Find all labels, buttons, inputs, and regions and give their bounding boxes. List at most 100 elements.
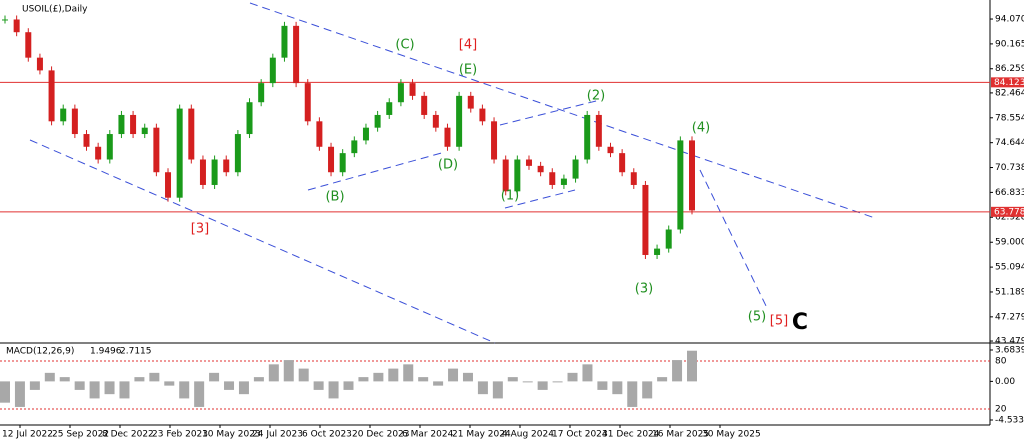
candle: [246, 102, 253, 135]
candle: [560, 178, 567, 185]
candle: [456, 95, 463, 147]
candle: [630, 172, 637, 185]
x-tick-label: 6 Oct 2023: [302, 430, 352, 440]
candle: [595, 114, 602, 147]
candle: [48, 70, 55, 122]
wave-label: [4]: [459, 38, 477, 53]
candle: [607, 146, 614, 154]
y-tick-label: 47.279: [995, 312, 1024, 322]
candle: [584, 114, 591, 160]
macd-bar: [253, 377, 264, 382]
candle: [409, 83, 416, 96]
wave-label: (C): [395, 38, 414, 53]
macd-bar: [119, 381, 130, 399]
candle: [141, 127, 148, 135]
x-tick-label: 20 Dec 2023: [352, 430, 410, 440]
wave-label: (D): [438, 158, 458, 173]
y-tick-label: 74.644: [995, 138, 1024, 148]
macd-bar: [328, 381, 339, 399]
wave-label: (3): [635, 282, 653, 297]
macd-bar: [74, 381, 85, 390]
x-tick-label: 25 Sep 2022: [52, 430, 109, 440]
candle: [421, 95, 428, 115]
candle: [525, 159, 532, 166]
macd-bar: [343, 381, 354, 390]
candle: [36, 57, 43, 71]
candle: [467, 95, 474, 109]
candle: [258, 83, 265, 103]
y-tick-label: 51.189: [995, 287, 1024, 297]
chart-title: USOIL(£),Daily: [22, 5, 88, 15]
macd-bar: [433, 381, 444, 386]
x-tick-label: 10 May 2023: [202, 430, 261, 440]
wave-label: (B): [325, 190, 344, 205]
macd-bar: [642, 381, 653, 399]
wave-label: [3]: [191, 222, 209, 237]
level-badge: [991, 206, 1024, 217]
y-tick-label: 90.165: [995, 39, 1024, 49]
candle: [13, 19, 20, 33]
candle: [351, 140, 358, 154]
x-tick-label: 4 Aug 2024: [502, 430, 554, 440]
y-tick-label: 70.738: [995, 163, 1024, 173]
wave-label: C: [792, 310, 808, 335]
macd-tick-label: 0.00: [995, 377, 1015, 387]
trend-line: [499, 99, 601, 126]
macd-level-label: 20: [995, 405, 1007, 415]
macd-bar: [582, 364, 593, 382]
candle: [665, 229, 672, 249]
level-badge: [991, 77, 1024, 88]
x-tick-label: 30 May 2025: [702, 430, 761, 440]
candle: [118, 114, 125, 135]
candle: [188, 108, 195, 160]
x-tick-label: 16 Mar 2025: [652, 430, 709, 440]
wave-label: (2): [587, 89, 605, 104]
trend-line: [249, 2, 876, 219]
x-tick-label: 6 Mar 2024: [402, 430, 454, 440]
macd-bar: [358, 377, 369, 382]
macd-bar: [477, 381, 488, 395]
y-tick-label: 66.833: [995, 188, 1024, 198]
candle: [572, 159, 579, 179]
candle: [619, 153, 626, 173]
candle: [234, 134, 241, 173]
y-tick-label: 82.464: [995, 88, 1024, 98]
candle: [223, 159, 230, 173]
macd-bar: [507, 377, 518, 382]
macd-bar: [492, 381, 503, 399]
macd-level-label: 80: [995, 357, 1007, 367]
wave-label: (5): [748, 310, 766, 325]
candle: [397, 83, 404, 103]
macd-bar: [597, 381, 608, 390]
candle: [153, 127, 160, 173]
y-tick-label: 59.000: [995, 238, 1024, 248]
candle: [269, 57, 276, 84]
candle: [130, 114, 137, 135]
candle: [514, 159, 521, 192]
wave-label: (E): [459, 63, 477, 78]
candle: [479, 108, 486, 122]
macd-bar: [567, 372, 578, 382]
macd-bar: [522, 381, 533, 383]
candle: [502, 159, 509, 192]
candle: [549, 172, 556, 185]
macd-main: 1.9496: [90, 347, 122, 357]
macd-bar: [657, 377, 668, 382]
x-tick-label: 8 Dec 2022: [102, 430, 154, 440]
candle: [537, 165, 544, 173]
macd-bar: [194, 381, 205, 407]
trend-line: [29, 139, 496, 344]
y-tick-label: 43.479: [995, 337, 1024, 347]
candle: [677, 140, 684, 230]
y-tick-label: 78.554: [995, 113, 1024, 123]
macd-bar: [418, 377, 429, 382]
macd-bar: [179, 381, 190, 399]
candle: [432, 114, 439, 128]
candle: [316, 121, 323, 147]
candle: [2, 19, 8, 21]
y-tick-label: 86.259: [995, 64, 1024, 74]
x-tick-label: 12 Jul 2022: [2, 430, 53, 440]
macd-bar: [388, 368, 399, 382]
